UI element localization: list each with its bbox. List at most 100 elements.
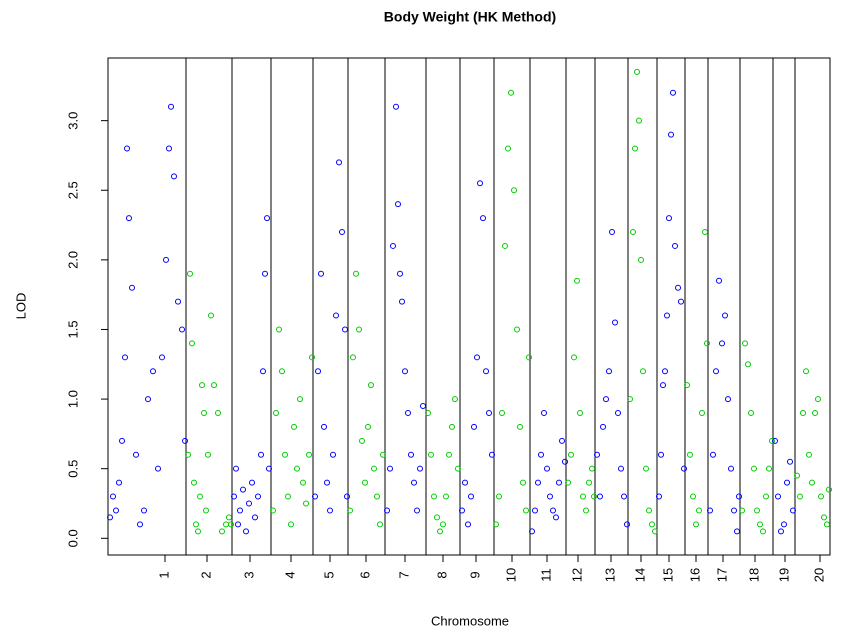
point (615, 410, 621, 416)
point (824, 521, 830, 528)
point (459, 507, 465, 514)
point (437, 528, 443, 535)
point (684, 382, 690, 389)
point (790, 507, 796, 514)
point (420, 403, 426, 410)
point (260, 368, 266, 375)
point (306, 451, 312, 458)
point (809, 479, 815, 486)
point (371, 465, 377, 472)
point (606, 368, 612, 375)
point (583, 507, 589, 514)
point (496, 493, 502, 500)
point (480, 215, 486, 222)
point (664, 312, 670, 319)
point (532, 507, 538, 514)
point (559, 437, 565, 444)
point (535, 479, 541, 486)
point (145, 396, 151, 403)
point (468, 493, 474, 500)
point (544, 465, 550, 472)
point (658, 451, 664, 458)
point (523, 507, 529, 514)
point (315, 368, 321, 375)
point (526, 354, 532, 361)
point (124, 145, 130, 152)
point (228, 521, 234, 528)
point (505, 145, 511, 152)
point (636, 117, 642, 124)
point (191, 479, 197, 486)
point (205, 451, 211, 458)
point (243, 528, 249, 535)
point (187, 270, 193, 277)
x-tick-label: 8 (434, 571, 449, 578)
point (434, 514, 440, 521)
point (550, 507, 556, 514)
point (203, 507, 209, 514)
point (666, 215, 672, 222)
point (630, 229, 636, 236)
point (350, 354, 356, 361)
point (725, 396, 731, 403)
point (812, 410, 818, 416)
x-tick-label: 5 (321, 571, 336, 578)
point (414, 507, 420, 514)
point (294, 465, 300, 472)
x-axis-label: Chromosome (431, 613, 509, 628)
y-tick-label: 2.0 (65, 251, 80, 269)
point (784, 479, 790, 486)
point (696, 507, 702, 514)
point (710, 451, 716, 458)
point (568, 451, 574, 458)
point (312, 493, 318, 500)
point (517, 423, 523, 430)
point (262, 270, 268, 277)
y-tick-label: 0.0 (65, 529, 80, 547)
x-tick-label: 4 (282, 571, 297, 578)
point (818, 493, 824, 500)
point (347, 507, 353, 514)
x-tick-label: 16 (687, 568, 702, 582)
point (237, 507, 243, 514)
point (150, 368, 156, 375)
point (258, 451, 264, 458)
point (266, 465, 272, 472)
point (395, 201, 401, 208)
point (477, 180, 483, 187)
point (597, 493, 603, 500)
x-tick-label: 18 (746, 568, 761, 582)
point (365, 423, 371, 430)
point (670, 89, 676, 96)
point (580, 493, 586, 500)
point (600, 423, 606, 430)
y-tick-label: 2.5 (65, 181, 80, 199)
point (285, 493, 291, 500)
point (231, 493, 237, 500)
point (377, 521, 383, 528)
point (208, 312, 214, 319)
point (656, 493, 662, 500)
point (189, 340, 195, 347)
point (462, 479, 468, 486)
point (321, 423, 327, 430)
x-tick-label: 19 (776, 568, 791, 582)
point (443, 493, 449, 500)
point (384, 507, 390, 514)
point (565, 479, 571, 486)
point (163, 256, 169, 263)
point (640, 368, 646, 375)
point (133, 451, 139, 458)
point (344, 493, 350, 500)
x-tick-label: 1 (156, 571, 171, 578)
point (553, 514, 559, 521)
point (826, 486, 832, 493)
point (618, 465, 624, 472)
point (446, 451, 452, 458)
point (291, 423, 297, 430)
point (662, 368, 668, 375)
point (185, 451, 191, 458)
point (199, 382, 205, 389)
point (668, 131, 674, 138)
